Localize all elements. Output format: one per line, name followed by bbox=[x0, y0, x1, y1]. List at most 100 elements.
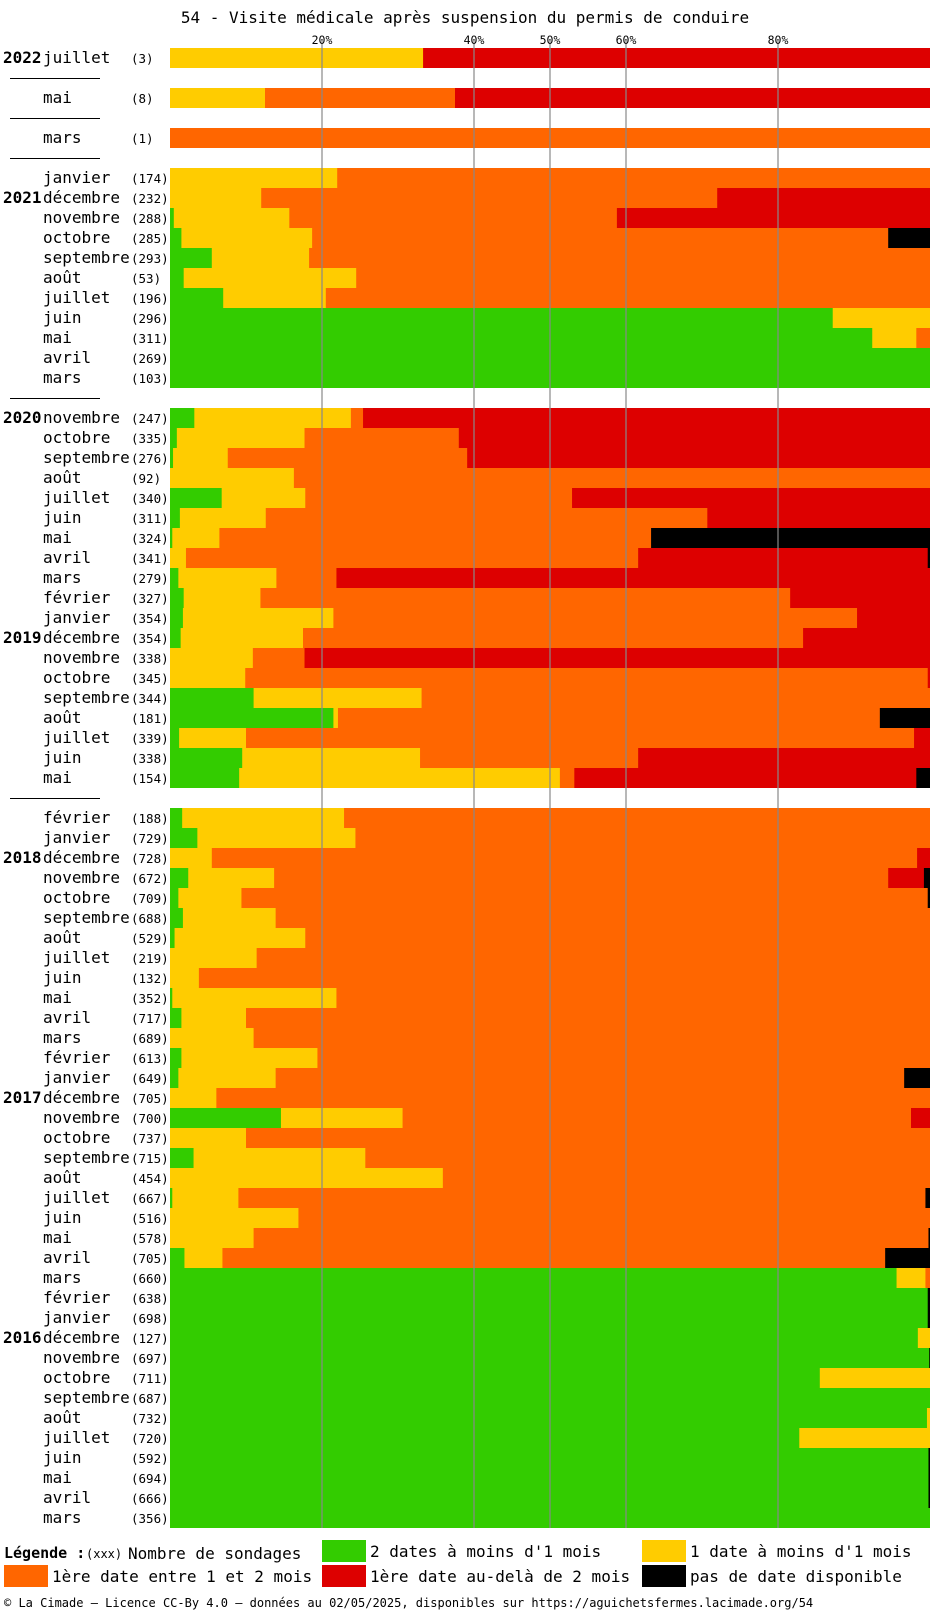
count-label: (709) bbox=[131, 891, 169, 906]
month-label: août bbox=[43, 928, 82, 947]
bar-segment bbox=[170, 608, 184, 628]
month-label: juin bbox=[43, 308, 82, 327]
month-label: septembre bbox=[43, 908, 130, 927]
month-label: mai bbox=[43, 528, 72, 547]
legend-swatch-green bbox=[322, 1540, 366, 1562]
month-label: juillet bbox=[43, 488, 110, 507]
count-label: (279) bbox=[131, 571, 169, 586]
bar-segment bbox=[276, 568, 337, 588]
bar-segment bbox=[458, 428, 930, 448]
month-label: mars bbox=[43, 368, 82, 387]
bar-segment bbox=[170, 1288, 929, 1308]
legend-swatch-black bbox=[642, 1565, 686, 1587]
bar-segment bbox=[183, 268, 357, 288]
month-label: décembre bbox=[43, 1328, 120, 1347]
bar-segment bbox=[170, 1248, 185, 1268]
legend-swatch-red bbox=[322, 1565, 366, 1587]
bar-segment bbox=[178, 888, 242, 908]
bar-segment bbox=[170, 1408, 928, 1428]
month-label: avril bbox=[43, 548, 91, 567]
bar-segment bbox=[927, 888, 930, 908]
bar-segment bbox=[170, 968, 200, 988]
bar-segment bbox=[896, 1268, 926, 1288]
stacked-bar-chart: 2022 juillet (3)mai (8)mars (1)janvier (174)2… bbox=[3, 33, 930, 1528]
bar-segment bbox=[170, 888, 179, 908]
count-label: (127) bbox=[131, 1331, 169, 1346]
bar-segment bbox=[293, 468, 930, 488]
bar-segment bbox=[926, 1408, 930, 1428]
bar-segment bbox=[170, 268, 185, 288]
count-label: (720) bbox=[131, 1431, 169, 1446]
count-label: (592) bbox=[131, 1451, 169, 1466]
bar-segment bbox=[309, 248, 930, 268]
bar-segment bbox=[170, 948, 258, 968]
bar-segment bbox=[261, 188, 718, 208]
count-label: (454) bbox=[131, 1171, 169, 1186]
bar-segment bbox=[184, 1248, 223, 1268]
month-label: août bbox=[43, 708, 82, 727]
month-label: août bbox=[43, 1168, 82, 1187]
month-label: avril bbox=[43, 348, 91, 367]
legend-label-yellow: 1 date à moins d'1 mois bbox=[690, 1542, 912, 1561]
month-label: avril bbox=[43, 1488, 91, 1507]
count-label: (729) bbox=[131, 831, 169, 846]
year-label: 2019 bbox=[3, 628, 42, 647]
bar-segment bbox=[305, 488, 573, 508]
bar-segment bbox=[216, 1088, 930, 1108]
count-label: (338) bbox=[131, 651, 169, 666]
bar-segment bbox=[170, 848, 213, 868]
bar-segment bbox=[185, 548, 639, 568]
legend-label-red: 1ère date au-delà de 2 mois bbox=[370, 1567, 631, 1586]
month-label: octobre bbox=[43, 668, 110, 687]
bar-segment bbox=[289, 208, 618, 228]
bar-segment bbox=[223, 288, 327, 308]
bar-segment bbox=[173, 448, 229, 468]
bar-segment bbox=[303, 628, 804, 648]
bar-segment bbox=[183, 588, 261, 608]
count-label: (344) bbox=[131, 691, 169, 706]
bar-segment bbox=[914, 728, 930, 748]
bar-segment bbox=[333, 708, 339, 728]
bar-segment bbox=[265, 508, 708, 528]
count-label: (354) bbox=[131, 631, 169, 646]
year-label: 2018 bbox=[3, 848, 42, 867]
bar-segment bbox=[916, 328, 930, 348]
bar-segment bbox=[170, 188, 262, 208]
bar-segment bbox=[170, 1328, 919, 1348]
month-label: juillet bbox=[43, 948, 110, 967]
month-label: octobre bbox=[43, 428, 110, 447]
bar-segment bbox=[170, 1428, 800, 1448]
x-tick-label: 40% bbox=[464, 33, 485, 47]
count-label: (269) bbox=[131, 351, 169, 366]
month-label: août bbox=[43, 1408, 82, 1427]
month-label: décembre bbox=[43, 628, 120, 647]
count-label: (689) bbox=[131, 1031, 169, 1046]
bar-segment bbox=[170, 628, 182, 648]
count-label: (700) bbox=[131, 1111, 169, 1126]
bar-segment bbox=[420, 748, 639, 768]
month-label: octobre bbox=[43, 1128, 110, 1147]
bar-segment bbox=[170, 448, 174, 468]
bar-segment bbox=[178, 1068, 277, 1088]
bar-segment bbox=[170, 1368, 821, 1388]
count-label: (232) bbox=[131, 191, 169, 206]
month-label: septembre bbox=[43, 1148, 130, 1167]
bar-segment bbox=[317, 1048, 930, 1068]
legend-label-black: pas de date disponible bbox=[690, 1567, 902, 1586]
bar-segment bbox=[927, 548, 930, 568]
bar-segment bbox=[337, 168, 930, 188]
bar-segment bbox=[182, 608, 334, 628]
bar-segment bbox=[170, 1028, 254, 1048]
month-label: juillet bbox=[43, 288, 110, 307]
bar-segment bbox=[467, 448, 930, 468]
bar-segment bbox=[253, 1028, 930, 1048]
bar-segment bbox=[221, 488, 306, 508]
bar-segment bbox=[179, 508, 267, 528]
bar-segment bbox=[170, 1188, 173, 1208]
legend-swatch-orange bbox=[4, 1565, 48, 1587]
bar-segment bbox=[227, 448, 468, 468]
bar-segment bbox=[170, 688, 254, 708]
count-label: (649) bbox=[131, 1071, 169, 1086]
month-label: mai bbox=[43, 988, 72, 1007]
bar-segment bbox=[181, 1008, 247, 1028]
